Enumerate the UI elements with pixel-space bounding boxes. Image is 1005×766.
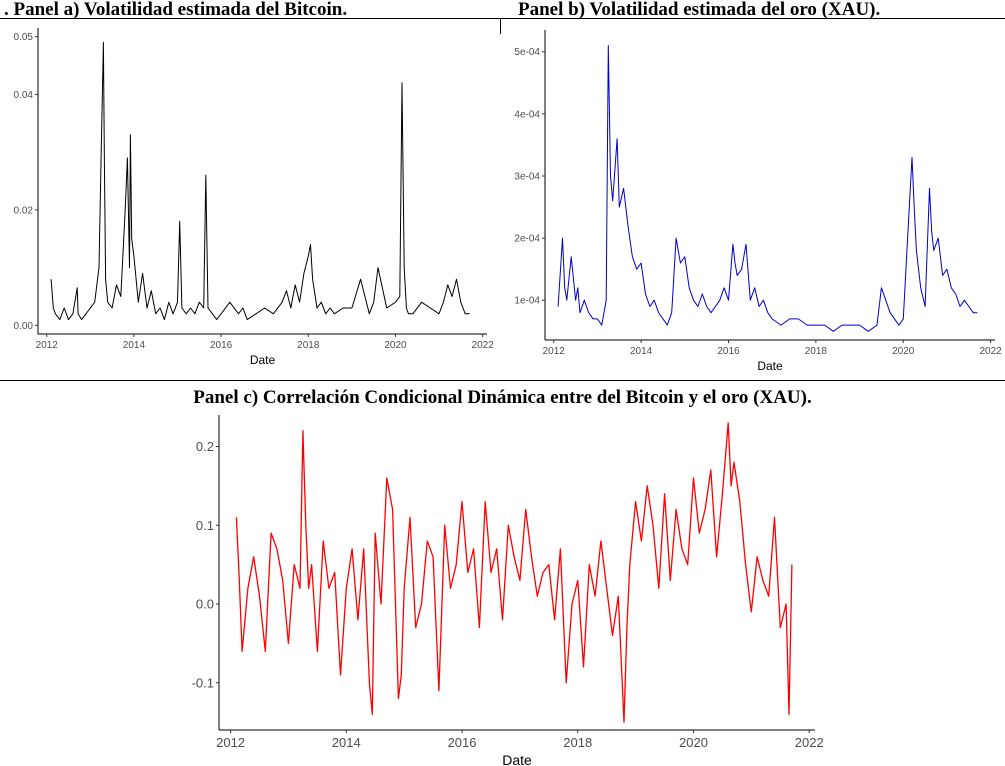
x-tick-label: 2022: [980, 346, 1003, 357]
series-line-a: [50, 41, 470, 321]
x-tick-label: 2012: [543, 346, 566, 357]
x-tick-label: 2014: [123, 340, 146, 351]
x-tick-label: 2018: [563, 735, 592, 750]
x-axis-title: Date: [757, 359, 783, 373]
y-tick-label: 3e-04: [514, 171, 540, 182]
y-tick-label: 0.1: [196, 518, 214, 533]
x-tick-label: 2020: [384, 340, 407, 351]
y-tick-label: 4e-04: [514, 109, 540, 120]
x-tick-label: 2022: [472, 340, 495, 351]
chart-panel-c: -0.1 0.0 0.1 0.2 2012 2014 2016 2018 2020 2022 Dat…: [192, 415, 824, 766]
series-line-b: [557, 45, 978, 332]
x-tick-label: 2018: [297, 340, 320, 351]
y-tick-label: -0.1: [192, 675, 214, 690]
x-tick-label: 2020: [892, 346, 915, 357]
y-tick-label: 0.04: [14, 90, 34, 101]
panel-b-title: Panel b) Volatilidad estimada del oro (X…: [518, 0, 881, 20]
x-tick-label: 2012: [216, 735, 245, 750]
x-tick-label: 2016: [448, 735, 477, 750]
y-tick-label: 5e-04: [514, 47, 540, 58]
top-divider: [0, 18, 1005, 19]
x-tick-label: 2016: [210, 340, 233, 351]
chart-panel-b: 1e-04 2e-04 3e-04 4e-04 5e-04 2012 2014 2016 201…: [514, 30, 1002, 373]
panel-vertical-divider: [500, 18, 501, 34]
x-axis-title: Date: [250, 353, 276, 367]
middle-divider: [0, 380, 1005, 381]
y-tick-label: 0.02: [14, 205, 34, 216]
y-tick-label: 0.00: [14, 321, 34, 332]
y-tick-label: 0.2: [196, 439, 214, 454]
x-tick-label: 2012: [36, 340, 59, 351]
x-tick-label: 2014: [332, 735, 361, 750]
series-line-c: [235, 422, 793, 723]
y-tick-label: 1e-04: [514, 296, 540, 307]
x-tick-label: 2022: [795, 735, 824, 750]
panel-a-title: . Panel a) Volatilidad estimada del Bitc…: [4, 0, 348, 20]
x-tick-label: 2018: [805, 346, 828, 357]
x-tick-label: 2016: [717, 346, 740, 357]
y-tick-label: 0.0: [196, 597, 214, 612]
x-axis-title: Date: [502, 752, 532, 766]
panel-c-title: Panel c) Correlación Condicional Dinámic…: [193, 387, 812, 408]
x-tick-label: 2014: [630, 346, 653, 357]
chart-panel-a: 0.00 0.02 0.04 0.05 2012 2014 2016 2018 2020 2022…: [14, 28, 495, 367]
y-tick-label: 0.05: [14, 32, 34, 43]
x-tick-label: 2020: [679, 735, 708, 750]
y-tick-label: 2e-04: [514, 234, 540, 245]
